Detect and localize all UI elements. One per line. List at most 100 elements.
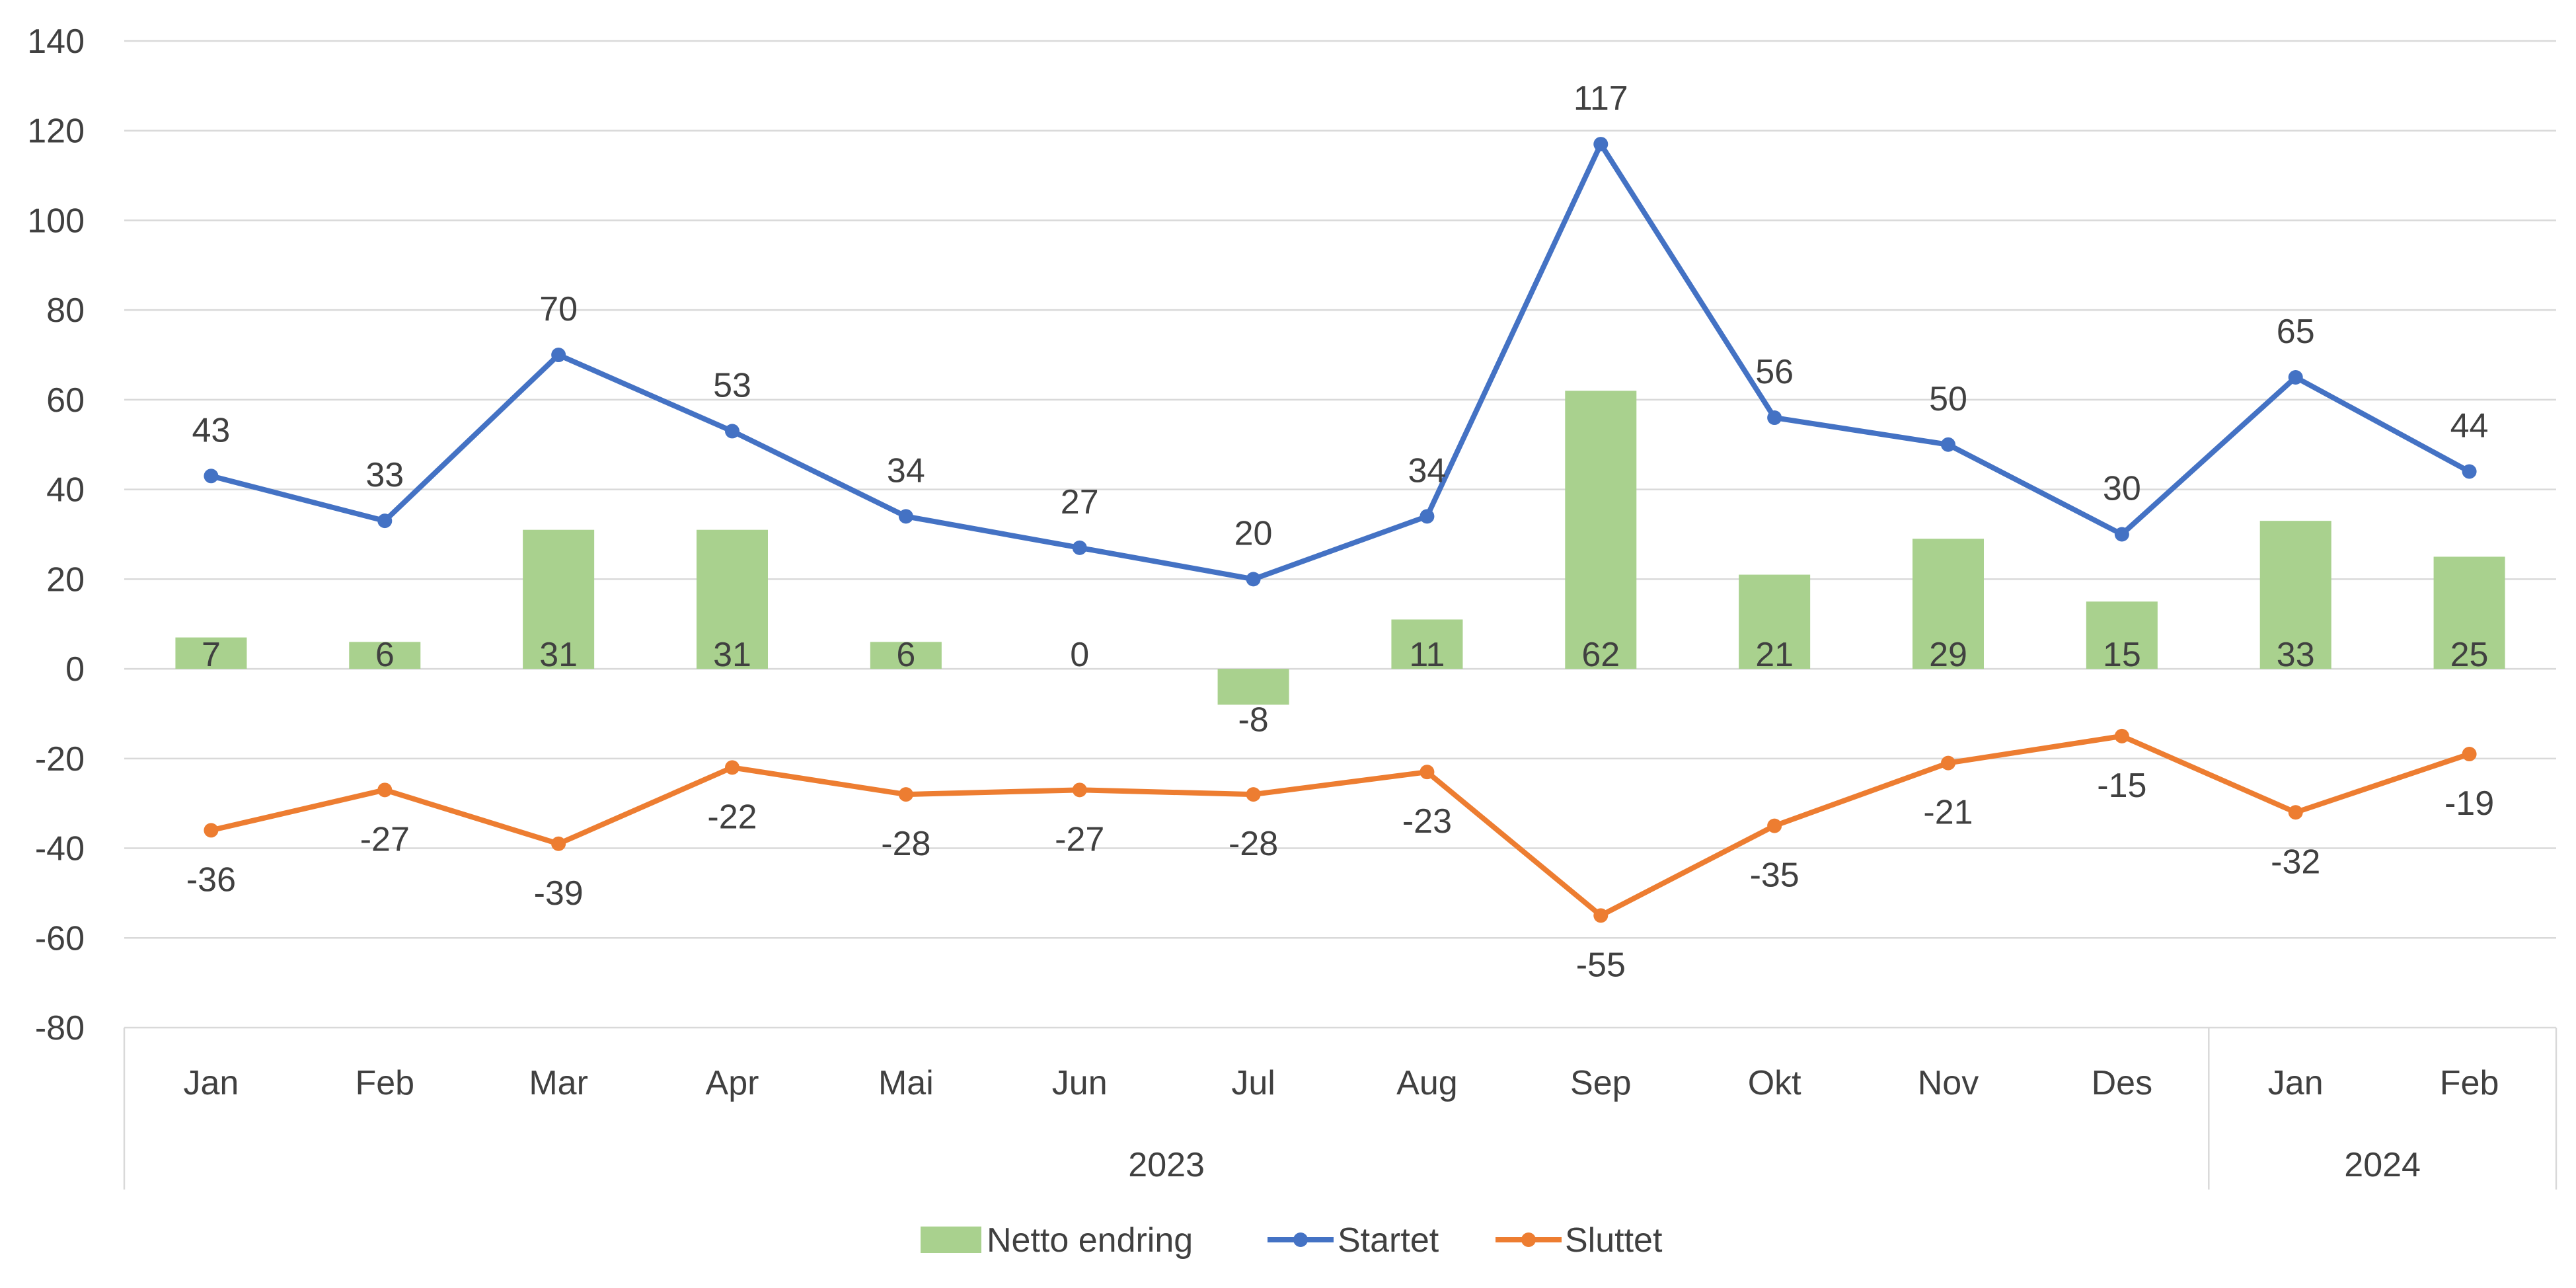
x-category-label: Jun — [1052, 1064, 1108, 1102]
line-marker — [551, 348, 566, 363]
line-marker — [204, 469, 219, 484]
line-marker — [377, 513, 393, 529]
line-data-label: 70 — [539, 290, 578, 328]
bar — [349, 642, 421, 669]
line-data-label: -55 — [1576, 946, 1626, 984]
x-category-label: Feb — [2440, 1064, 2499, 1102]
line-marker — [2114, 728, 2129, 743]
x-group-label: 2023 — [1128, 1146, 1205, 1184]
y-tick-label: 40 — [46, 471, 85, 510]
line-marker — [2462, 464, 2477, 479]
y-tick-label: -40 — [35, 830, 85, 868]
bar-data-label: 11 — [1409, 636, 1445, 674]
line-sluttet — [210, 733, 2470, 919]
data-labels: 7 6 31 31 6 0 -8 11 62 21 29 15 33 25 43 33 70 53 34 27 20 34… — [186, 79, 2494, 984]
legend-label: Netto endring — [987, 1221, 1193, 1260]
bar — [1565, 391, 1637, 669]
line-marker — [551, 836, 566, 851]
bar-data-label: 62 — [1581, 636, 1620, 674]
line-marker — [1072, 782, 1087, 798]
bar-data-label: 0 — [1070, 636, 1089, 674]
line-startet — [210, 141, 2471, 582]
line-data-label: 44 — [2450, 406, 2489, 445]
line-marker — [1420, 765, 1435, 780]
y-tick-label: 0 — [65, 650, 85, 689]
line-marker — [2288, 369, 2303, 385]
x-category-label: Jan — [184, 1064, 239, 1102]
line-marker — [1767, 410, 1782, 426]
bar-series-netto-endring — [175, 391, 2505, 705]
line-marker — [204, 823, 219, 838]
bar-data-label: 29 — [1929, 636, 1967, 674]
legend-label: Sluttet — [1565, 1221, 1663, 1260]
y-tick-label: 100 — [27, 202, 85, 240]
line-data-label: -28 — [1229, 825, 1278, 863]
y-tick-label: 60 — [46, 381, 85, 420]
x-category-label: Nov — [1918, 1064, 1979, 1102]
line-marker — [1593, 908, 1609, 923]
line-data-label: -27 — [360, 820, 410, 858]
line-data-label: 30 — [2103, 470, 2141, 508]
line-data-label: 33 — [365, 456, 404, 494]
line-data-label: 117 — [1573, 79, 1628, 118]
x-category-label: Apr — [706, 1064, 759, 1102]
line-data-label: 34 — [887, 451, 925, 490]
line-marker — [377, 782, 393, 798]
x-category-label: Mar — [529, 1064, 588, 1102]
bar-data-label: 15 — [2103, 636, 2141, 674]
line-marker — [725, 760, 739, 775]
x-category-label: Jan — [2268, 1064, 2324, 1102]
bar — [1217, 669, 1289, 705]
line-data-label: -19 — [2444, 784, 2494, 823]
y-tick-label: -80 — [35, 1009, 85, 1047]
bar — [1913, 539, 1984, 669]
bar-data-label: 6 — [896, 636, 915, 674]
line-series — [204, 137, 2477, 923]
bar — [697, 529, 768, 669]
line-marker — [898, 509, 913, 524]
line-marker — [1941, 755, 1955, 771]
x-category-label: Okt — [1748, 1064, 1801, 1102]
y-tick-label: -20 — [35, 740, 85, 778]
line-data-label: -36 — [186, 860, 236, 899]
bar-data-label: 6 — [375, 636, 395, 674]
y-tick-label: 80 — [46, 291, 85, 330]
y-tick-label: -60 — [35, 919, 85, 958]
line-marker — [1246, 787, 1261, 802]
line-marker — [1420, 509, 1435, 524]
line-data-label: 53 — [713, 366, 751, 404]
line-marker — [1593, 137, 1609, 152]
x-axis: Jan Feb Mar Apr Mai Jun Jul Aug Sep Okt Nov Des Jan F… — [123, 1026, 2557, 1190]
legend-swatch-bar — [921, 1227, 981, 1253]
line-marker — [1246, 572, 1261, 587]
line-marker — [2288, 805, 2303, 820]
bar — [1739, 574, 1811, 669]
x-category-label: Mai — [878, 1064, 934, 1102]
gridlines — [124, 40, 2556, 939]
legend-label: Startet — [1338, 1221, 1439, 1260]
bar — [175, 637, 247, 669]
line-marker — [898, 787, 913, 802]
x-category-label: Des — [2092, 1064, 2152, 1102]
bar-data-label: 7 — [202, 636, 221, 674]
line-data-label: -39 — [534, 874, 584, 913]
bar — [2086, 601, 2158, 669]
bar-data-label: 31 — [539, 636, 578, 674]
x-category-label: Aug — [1396, 1064, 1458, 1102]
line-marker — [2114, 527, 2129, 542]
bar-data-label: 31 — [713, 636, 751, 674]
y-tick-label: 20 — [46, 560, 85, 599]
line-marker — [1941, 437, 1955, 452]
bar-data-label: -8 — [1238, 701, 1268, 739]
y-tick-label: 140 — [27, 22, 85, 61]
line-data-label: -27 — [1055, 820, 1104, 858]
line-data-label: -28 — [881, 825, 930, 863]
line-data-label: 65 — [2277, 313, 2315, 351]
x-group-label: 2024 — [2344, 1146, 2421, 1184]
x-category-label: Feb — [355, 1064, 414, 1102]
line-marker — [725, 424, 739, 439]
legend-swatch-marker — [1293, 1232, 1308, 1247]
x-category-label: Jul — [1231, 1064, 1275, 1102]
line-data-label: -21 — [1923, 794, 1973, 832]
